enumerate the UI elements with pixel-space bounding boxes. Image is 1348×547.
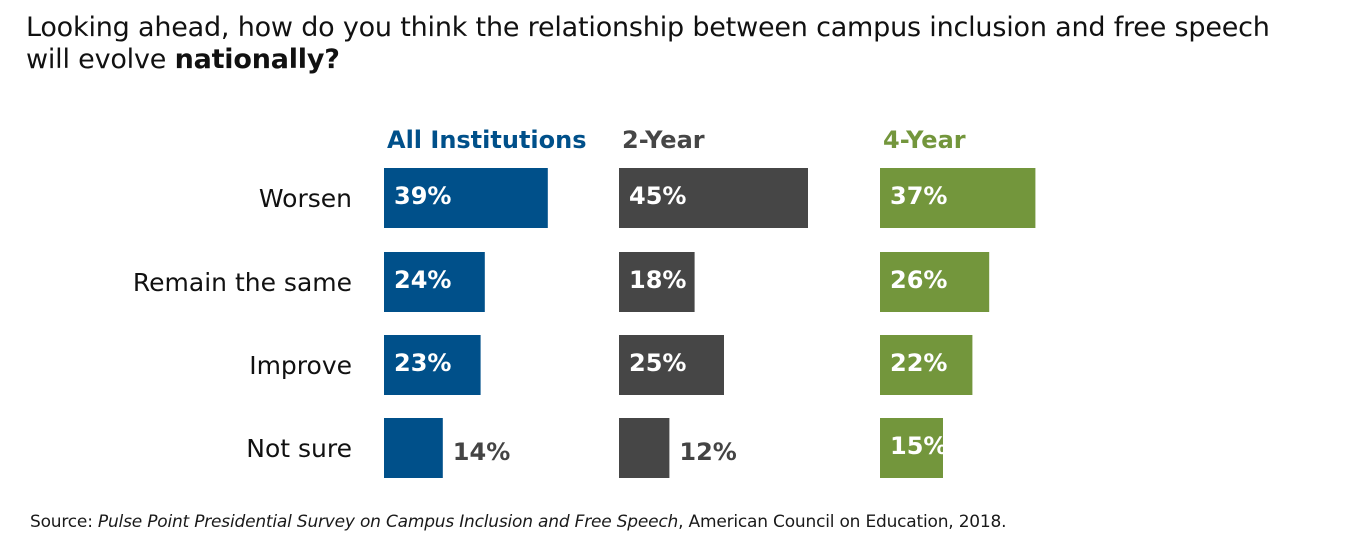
data-label-4-year-not-sure: 15%	[890, 432, 947, 460]
category-label-not-sure: Not sure	[246, 434, 352, 463]
bar-2-year-improve	[619, 335, 724, 395]
bar-all-institutions-not-sure	[384, 418, 443, 478]
data-label-2-year-remain-the-same: 18%	[629, 266, 686, 294]
series-header-all-institutions: All Institutions	[387, 126, 587, 154]
category-label-worsen: Worsen	[259, 184, 352, 213]
bar-all-institutions-improve	[384, 335, 481, 395]
source-note: Source: Pulse Point Presidential Survey …	[30, 512, 1007, 532]
data-label-all-institutions-worsen: 39%	[394, 182, 451, 210]
data-label-4-year-improve: 22%	[890, 349, 947, 377]
bar-2-year-remain-the-same	[619, 252, 695, 312]
bar-all-institutions-remain-the-same	[384, 252, 485, 312]
data-label-4-year-remain-the-same: 26%	[890, 266, 947, 294]
source-prefix: Source:	[30, 512, 98, 532]
title-line-2-prefix: will evolve	[26, 44, 175, 75]
bar-4-year-not-sure	[880, 418, 943, 478]
bar-4-year-improve	[880, 335, 973, 395]
data-label-all-institutions-remain-the-same: 24%	[394, 266, 451, 294]
category-label-improve: Improve	[249, 351, 352, 380]
bar-4-year-worsen	[880, 168, 1036, 228]
title-line-1: Looking ahead, how do you think the rela…	[26, 12, 1270, 43]
bar-4-year-remain-the-same	[880, 252, 990, 312]
data-label-2-year-not-sure: 12%	[679, 438, 736, 466]
source-title: Pulse Point Presidential Survey on Campu…	[97, 512, 679, 532]
data-label-all-institutions-improve: 23%	[394, 349, 451, 377]
bar-2-year-worsen	[619, 168, 808, 228]
title-line-2-emphasis: nationally?	[174, 44, 340, 75]
series-header-2-year: 2-Year	[622, 126, 705, 154]
chart-title: Looking ahead, how do you think the rela…	[26, 12, 1270, 76]
data-label-2-year-worsen: 45%	[629, 182, 686, 210]
bar-all-institutions-worsen	[384, 168, 548, 228]
data-label-all-institutions-not-sure: 14%	[453, 438, 510, 466]
data-label-4-year-worsen: 37%	[890, 182, 947, 210]
source-suffix: , American Council on Education, 2018.	[678, 512, 1007, 532]
series-header-4-year: 4-Year	[883, 126, 966, 154]
bar-2-year-not-sure	[619, 418, 670, 478]
data-label-2-year-improve: 25%	[629, 349, 686, 377]
category-label-remain-the-same: Remain the same	[133, 268, 352, 297]
